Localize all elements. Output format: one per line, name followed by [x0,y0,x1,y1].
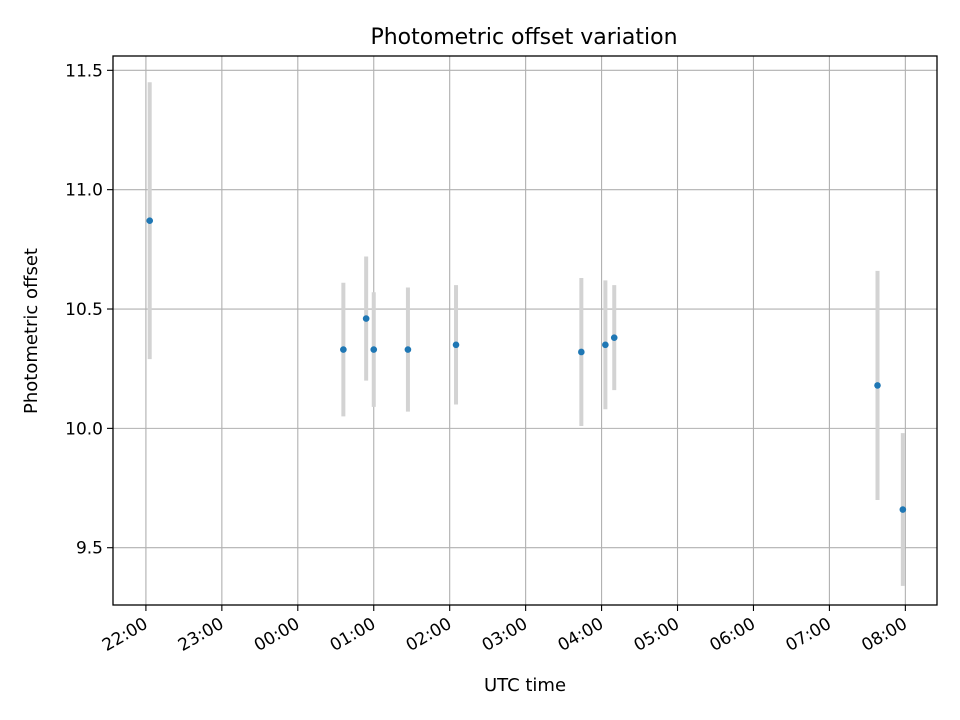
grid [113,56,937,605]
y-tick-label: 10.5 [65,300,103,320]
data-point [874,382,881,389]
data-point [146,217,154,224]
data-point [602,341,609,349]
data-point [362,315,370,322]
x-tick-label: 08:00 [858,614,910,656]
data-point [340,346,347,353]
x-tick-label: 00:00 [251,614,303,656]
data-point [610,334,618,341]
data-point [452,341,460,349]
y-tick-label: 11.5 [65,61,103,81]
y-axis-label: Photometric offset [21,248,42,414]
plot-frame [112,55,938,606]
data-point [404,346,412,353]
x-tick-label: 06:00 [707,614,759,656]
y-tick-label: 9.5 [76,539,103,559]
data-point [899,506,907,513]
data-point [370,346,378,353]
x-tick-label: 23:00 [175,614,227,656]
x-tick-label: 07:00 [782,614,834,656]
y-axis-ticks: 9.5 10.0 10.5 11.0 11.5 [65,61,113,559]
x-tick-label: 22:00 [99,614,151,656]
x-axis-label: UTC time [484,675,566,696]
y-tick-label: 11.0 [65,181,103,201]
chart-title: Photometric offset variation [370,25,677,50]
x-tick-label: 04:00 [555,614,607,656]
x-tick-label: 02:00 [403,614,455,656]
data-point [578,348,585,356]
error-bars [147,82,905,586]
data-points [146,217,907,513]
x-tick-label: 05:00 [631,614,683,656]
x-tick-label: 01:00 [327,614,379,656]
x-tick-label: 03:00 [479,614,531,656]
x-axis-ticks: 22:00 23:00 00:00 01:00 02:00 03:00 04:00 05:00… [99,605,911,656]
y-tick-label: 10.0 [65,419,103,439]
